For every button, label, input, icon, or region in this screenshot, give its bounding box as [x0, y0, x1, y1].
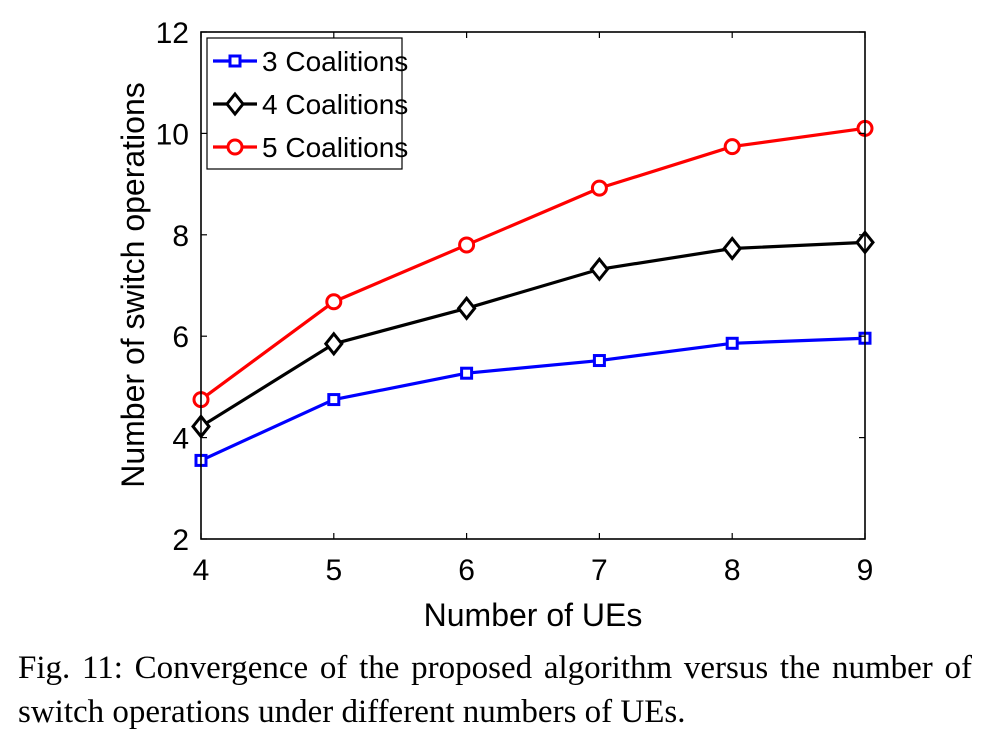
legend-label: 5 Coalitions — [262, 132, 408, 163]
x-tick-label: 7 — [591, 554, 608, 587]
series-line — [200, 126, 866, 401]
legend-item: 4 Coalitions — [213, 89, 408, 120]
x-tick-label: 5 — [325, 554, 342, 587]
series-line — [200, 240, 866, 428]
data-point — [456, 295, 477, 321]
series-line — [200, 336, 866, 462]
legend: 3 Coalitions 4 Coalitions 5 Coalitions — [206, 37, 408, 170]
plot-frame — [200, 31, 866, 540]
legend-item: 3 Coalitions — [213, 46, 408, 77]
x-axis-title: Number of UEs — [424, 597, 643, 633]
y-tick-label: 8 — [172, 220, 189, 253]
ticks-layer — [200, 31, 866, 540]
legend-marker — [228, 54, 242, 68]
legend-items: 3 Coalitions 4 Coalitions 5 Coalitions — [213, 46, 408, 163]
figure-caption: Fig. 11: Convergence of the proposed alg… — [18, 650, 972, 730]
data-point — [592, 354, 606, 368]
data-point — [722, 236, 743, 261]
y-tick-label: 12 — [156, 17, 189, 50]
data-point — [725, 336, 739, 350]
x-tick-label: 6 — [458, 554, 475, 587]
x-tick-label: 4 — [193, 554, 210, 587]
legend-marker — [226, 138, 244, 156]
series-3 — [192, 119, 874, 409]
data-point — [325, 293, 343, 311]
x-tick-label: 9 — [857, 554, 874, 587]
x-tick-label: 8 — [724, 554, 741, 587]
y-tick-label: 10 — [156, 118, 189, 151]
legend-label: 3 Coalitions — [262, 46, 408, 77]
data-point — [323, 331, 344, 357]
data-point — [460, 366, 474, 380]
data-point — [589, 256, 610, 282]
data-point — [723, 138, 741, 156]
data-point — [327, 393, 341, 407]
legend-marker — [225, 91, 245, 117]
series-2 — [191, 230, 875, 439]
y-tick-label: 6 — [172, 321, 189, 354]
legend-item: 5 Coalitions — [213, 132, 408, 163]
legend-label: 4 Coalitions — [262, 89, 408, 120]
y-tick-label: 2 — [172, 524, 189, 557]
y-axis-title: Number of switch operations — [115, 82, 151, 488]
data-point — [458, 236, 476, 254]
y-tick-label: 4 — [172, 423, 189, 456]
data-point — [590, 179, 608, 197]
